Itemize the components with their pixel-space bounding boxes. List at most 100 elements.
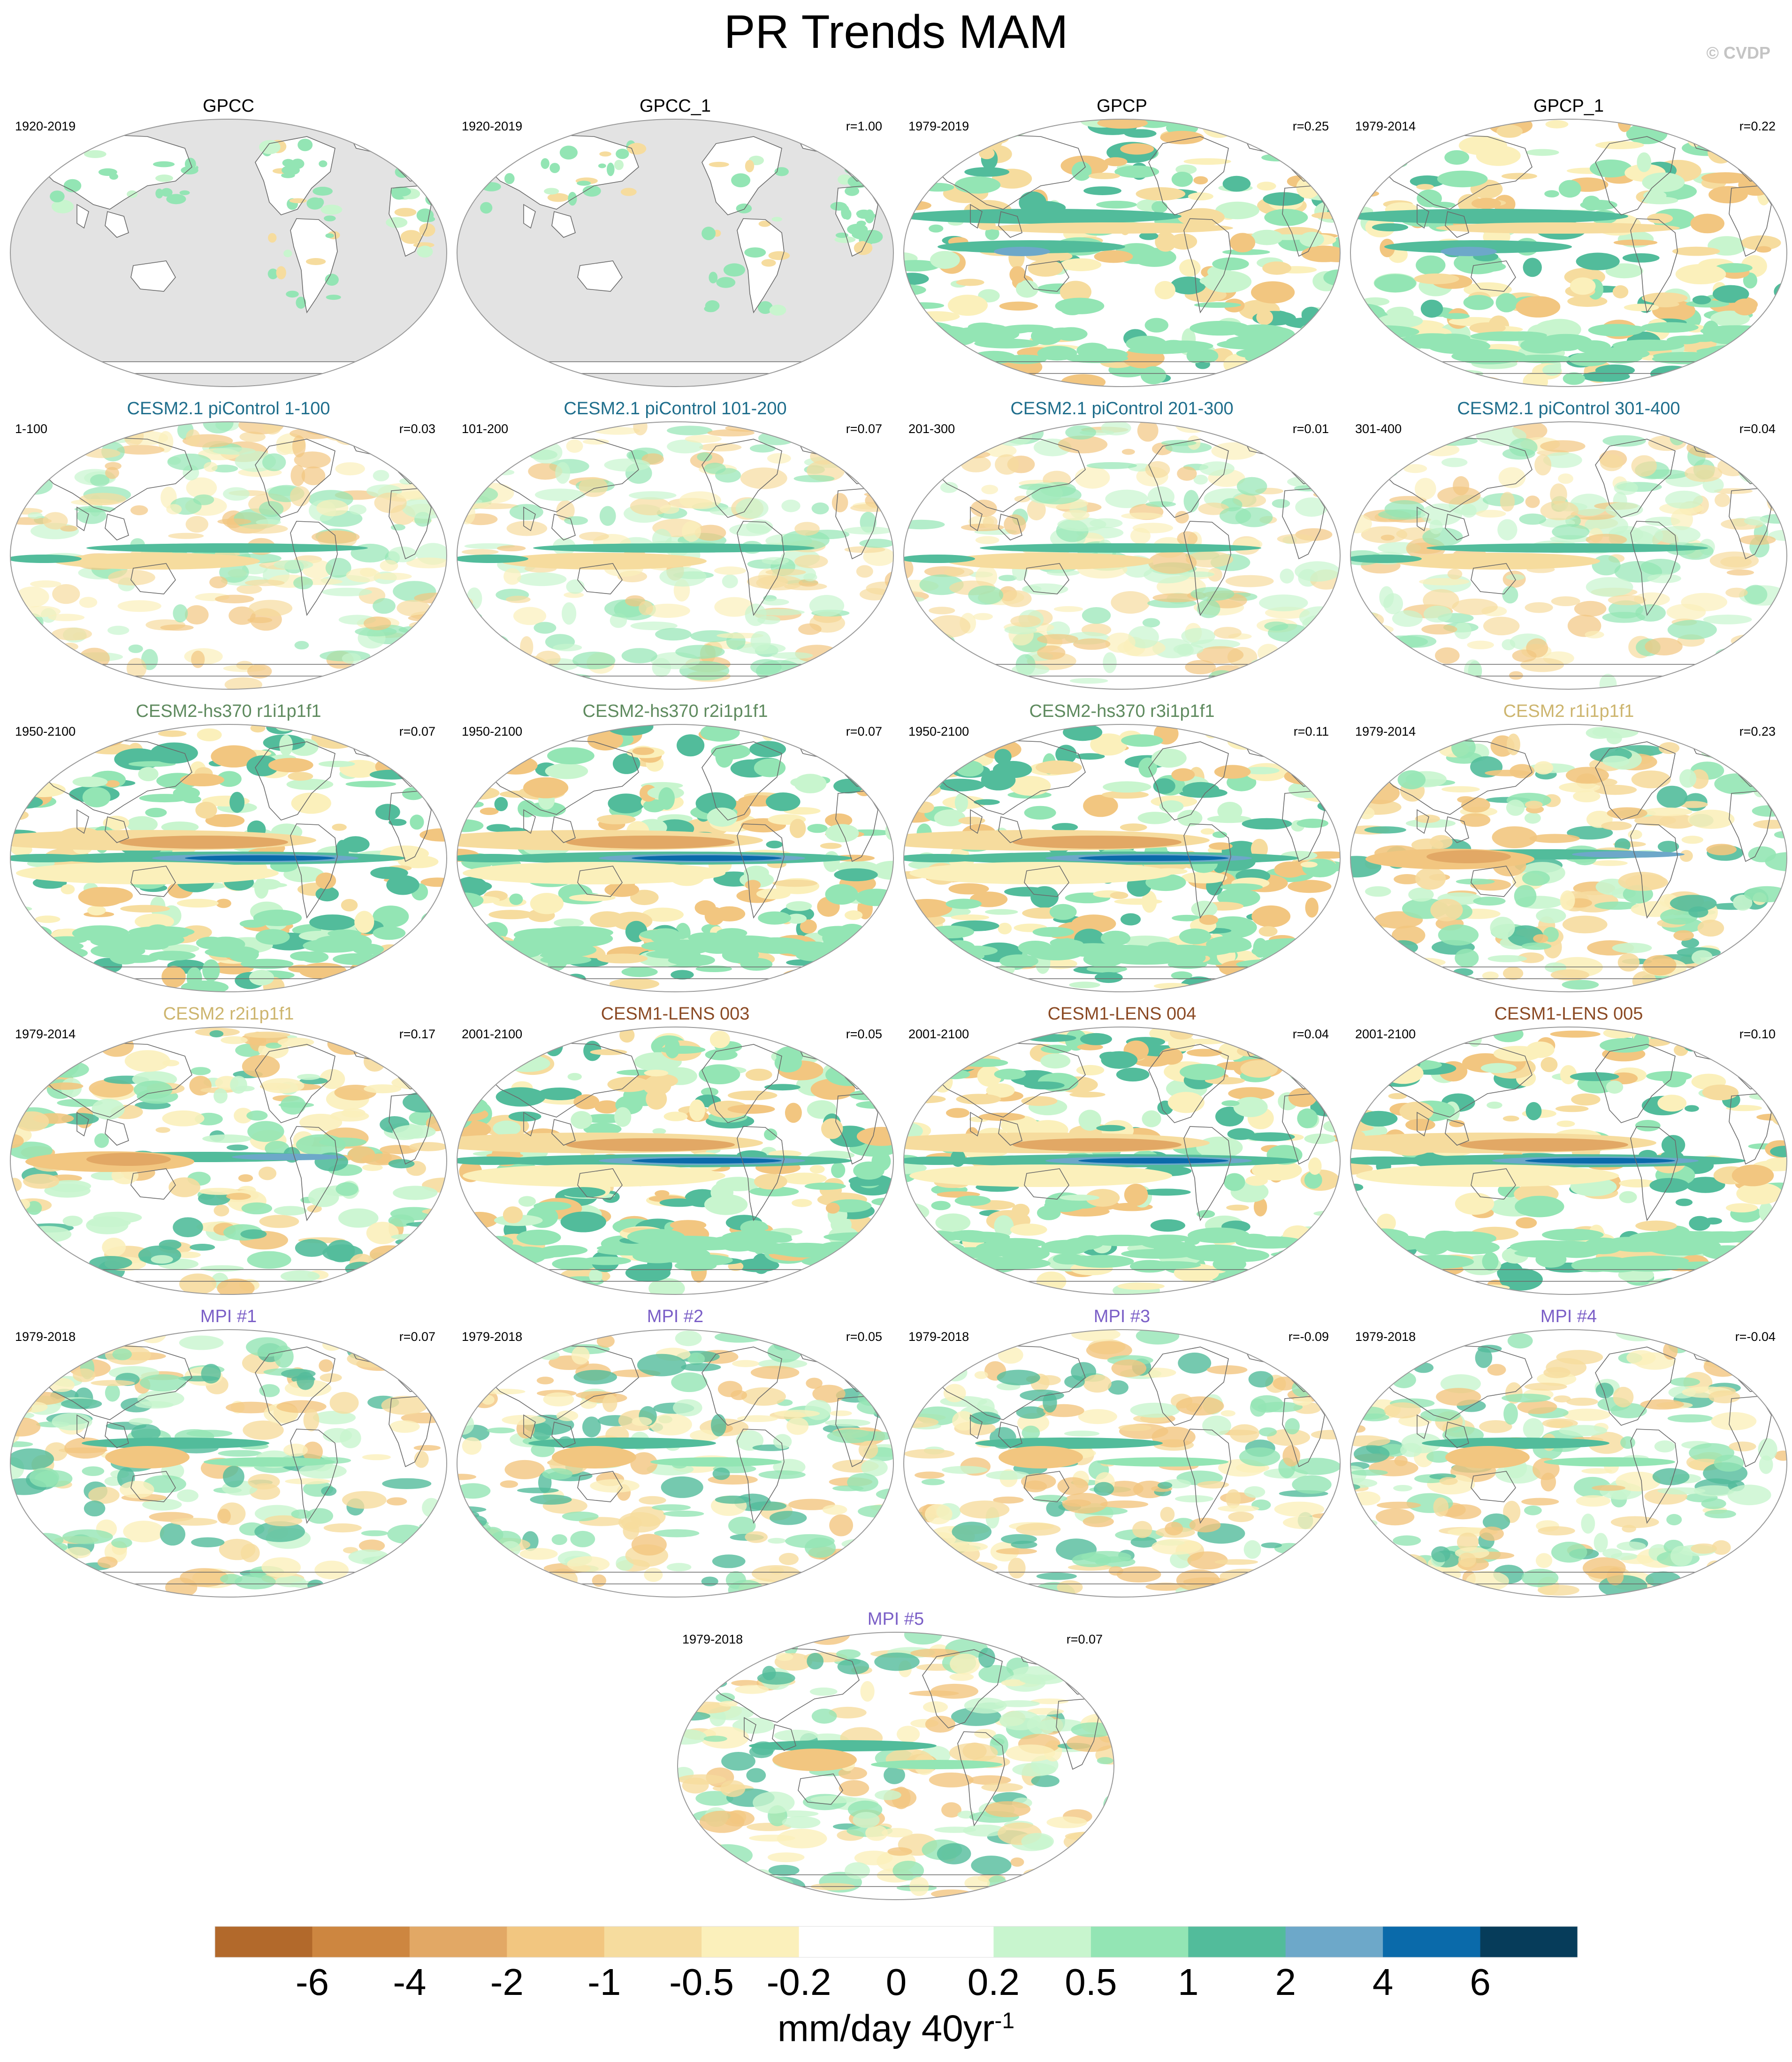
panel-period: 1979-2018 (682, 1632, 743, 1647)
colorbar-swatch (993, 1926, 1091, 1957)
panel-correlation: r=0.11 (1294, 724, 1329, 739)
panel-period: 1950-2100 (908, 724, 969, 739)
panel-period: 1979-2019 (908, 119, 969, 134)
panel-title: CESM2 r2i1p1f1 (7, 1004, 450, 1024)
map-heatmap (453, 395, 897, 695)
panel-correlation: r=-0.09 (1289, 1330, 1329, 1344)
colorbar-swatch (896, 1926, 994, 1957)
panel-title: CESM2-hs370 r1i1p1f1 (7, 701, 450, 722)
map-heatmap (7, 1000, 450, 1300)
colorbar-tick-label: 2 (1239, 1961, 1333, 2003)
map-panel: CESM2-hs370 r1i1p1f1 1950-2100 r=0.07 (7, 697, 450, 983)
colorbar-tick-label: 6 (1434, 1961, 1527, 2003)
colorbar-swatch (410, 1926, 507, 1957)
colorbar-swatch (799, 1926, 897, 1957)
panel-title: MPI #1 (7, 1306, 450, 1327)
panel-correlation: r=0.10 (1739, 1027, 1776, 1042)
panel-period: 201-300 (908, 422, 955, 436)
map-panel: GPCC 1920-2019 (7, 92, 450, 378)
map-heatmap (1347, 92, 1791, 392)
panel-period: 1979-2014 (1355, 724, 1416, 739)
map-panel: CESM1-LENS 005 2001-2100 r=0.10 (1347, 1000, 1791, 1286)
panel-period: 301-400 (1355, 422, 1402, 436)
map-heatmap (453, 697, 897, 997)
colorbar-swatch (1188, 1926, 1286, 1957)
map-heatmap (7, 395, 450, 695)
map-heatmap (900, 1000, 1344, 1300)
colorbar-tick-label: -0.2 (752, 1961, 846, 2003)
colorbar-tick-label: 4 (1336, 1961, 1430, 2003)
colorbar-swatch (1480, 1926, 1578, 1957)
panel-period: 1979-2018 (1355, 1330, 1416, 1344)
colorbar-swatch (604, 1926, 702, 1957)
panel-period: 1979-2014 (15, 1027, 76, 1042)
map-heatmap (453, 92, 897, 392)
panel-period: 2001-2100 (1355, 1027, 1416, 1042)
panel-period: 1950-2100 (462, 724, 522, 739)
panel-correlation: r=-0.04 (1735, 1330, 1776, 1344)
map-heatmap (7, 1302, 450, 1603)
map-heatmap (7, 92, 450, 392)
panel-title: MPI #3 (900, 1306, 1344, 1327)
map-heatmap (453, 1000, 897, 1300)
map-heatmap (900, 1302, 1344, 1603)
panel-correlation: r=0.05 (846, 1330, 882, 1344)
colorbar-tick-label: -1 (557, 1961, 651, 2003)
figure-title: PR Trends MAM (0, 4, 1792, 60)
panel-period: 1920-2019 (15, 119, 76, 134)
panel-correlation: r=0.07 (399, 724, 435, 739)
panel-title: CESM1-LENS 003 (453, 1004, 897, 1024)
panel-period: 1920-2019 (462, 119, 522, 134)
panel-period: 1979-2018 (908, 1330, 969, 1344)
colorbar-swatch (1286, 1926, 1383, 1957)
copyright-label: © CVDP (1706, 43, 1770, 63)
colorbar-tick-label: -2 (460, 1961, 554, 2003)
panel-period: 1979-2014 (1355, 119, 1416, 134)
panel-correlation: r=0.07 (846, 724, 882, 739)
panel-correlation: r=0.25 (1293, 119, 1329, 134)
panel-period: 1979-2018 (462, 1330, 522, 1344)
panel-correlation: r=0.07 (399, 1330, 435, 1344)
panel-title: MPI #4 (1347, 1306, 1791, 1327)
colorbar-swatch (1091, 1926, 1189, 1957)
colorbar-tick-label: 0 (849, 1961, 943, 2003)
colorbar-tick-label: 0.2 (946, 1961, 1040, 2003)
panel-title: CESM2-hs370 r2i1p1f1 (453, 701, 897, 722)
colorbar-swatch (215, 1926, 313, 1957)
panel-title: GPCP_1 (1347, 96, 1791, 116)
panel-period: 1950-2100 (15, 724, 76, 739)
panel-title: MPI #2 (453, 1306, 897, 1327)
panel-correlation: r=0.07 (1067, 1632, 1103, 1647)
panel-title: CESM1-LENS 005 (1347, 1004, 1791, 1024)
panel-title: GPCC_1 (453, 96, 897, 116)
panel-period: 101-200 (462, 422, 508, 436)
map-heatmap (1347, 1000, 1791, 1300)
colorbar-swatch (312, 1926, 410, 1957)
colorbar-tick-label: 0.5 (1044, 1961, 1138, 2003)
units-exponent: -1 (994, 2009, 1014, 2033)
units-text: mm/day 40yr (778, 2008, 994, 2049)
colorbar-tick-label: -4 (363, 1961, 457, 2003)
map-heatmap (7, 697, 450, 997)
colorbar-swatch (702, 1926, 799, 1957)
map-panel: MPI #3 1979-2018 r=-0.09 (900, 1302, 1344, 1589)
panel-correlation: r=0.01 (1293, 422, 1329, 436)
map-heatmap (900, 697, 1344, 997)
panel-title: GPCC (7, 96, 450, 116)
panel-correlation: r=0.07 (846, 422, 882, 436)
panel-title: MPI #5 (674, 1609, 1118, 1629)
panel-correlation: r=0.05 (846, 1027, 882, 1042)
map-heatmap (674, 1605, 1118, 1905)
map-panel: MPI #4 1979-2018 r=-0.04 (1347, 1302, 1791, 1589)
colorbar-swatch (507, 1926, 604, 1957)
panel-correlation: r=0.03 (399, 422, 435, 436)
